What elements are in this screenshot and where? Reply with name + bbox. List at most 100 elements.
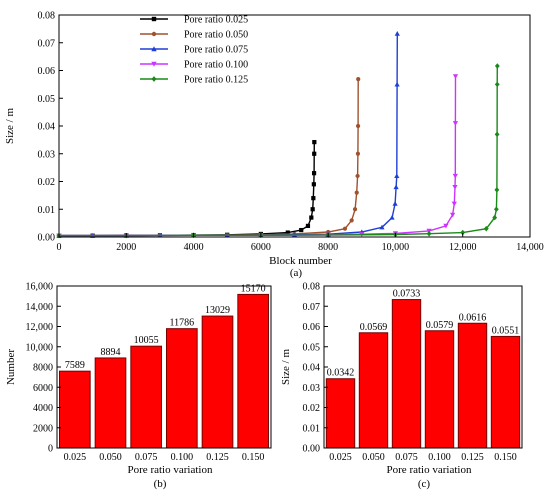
x-tick-label: 0.150: [242, 452, 265, 463]
data-point: [312, 151, 317, 156]
series-3: [56, 74, 459, 239]
bar-value-label: 8894: [101, 347, 121, 358]
data-point: [354, 190, 359, 195]
y-tick-label: 0.04: [303, 363, 321, 374]
y-axis-label: Size / m: [280, 349, 292, 385]
figure-label-b: (b): [154, 478, 167, 490]
data-point: [493, 206, 499, 213]
bar-value-label: 0.0733: [393, 289, 421, 300]
y-tick-label: 4000: [33, 403, 53, 414]
data-point: [452, 74, 459, 79]
figure-label-a: (a): [290, 267, 303, 279]
bar-value-label: 0.0569: [360, 322, 388, 333]
y-tick-label: 0.03: [303, 383, 321, 394]
x-axis-label: Pore ratio variation: [128, 464, 213, 476]
y-tick-label: 6000: [33, 383, 53, 394]
data-point: [349, 218, 354, 223]
x-tick-label: 0.075: [135, 452, 158, 463]
y-tick-label: 0.08: [303, 282, 321, 293]
chart-a: 0 2000 4000 6000 8000 10,000 12,000 14,000 0.00 0…: [4, 11, 544, 268]
y-tick-label: 12,000: [26, 322, 54, 333]
y-axis-label: Size / m: [4, 108, 16, 144]
y-tick-label: 0.07: [38, 38, 56, 49]
bar: [424, 330, 455, 449]
x-tick-label: 8000: [318, 242, 338, 253]
series-line: [59, 142, 315, 237]
data-point: [494, 187, 500, 193]
y-tick-label: 14,000: [26, 302, 54, 313]
y-tick-label: 0.06: [303, 322, 321, 333]
legend-label: Pore ratio 0.125: [184, 75, 248, 86]
data-point: [452, 173, 458, 179]
data-point: [352, 207, 358, 212]
x-axis-label: Pore ratio variation: [387, 464, 472, 476]
chart-b: 7589 0.025 8894 0.050 10055 0.075 11786 0.100 13…: [5, 282, 272, 476]
data-point: [394, 30, 400, 36]
x-axis-label: Block number: [269, 255, 332, 267]
data-point: [285, 230, 290, 235]
y-tick-label: 0.03: [38, 149, 56, 160]
legend-marker: [151, 61, 157, 67]
data-point: [392, 201, 398, 206]
x-tick-label: 14,000: [516, 242, 544, 253]
bar: [358, 332, 389, 449]
chart-c: 0.0342 0.025 0.0569 0.050 0.0733 0.075 0.0579 0…: [280, 282, 523, 476]
series-0: [56, 139, 317, 238]
bar-value-label: 0.0616: [459, 312, 487, 323]
y-tick-label: 0.01: [38, 205, 56, 216]
x-tick-label: 2000: [116, 242, 136, 253]
bar-value-label: 15170: [241, 283, 266, 294]
plot-frame: [58, 14, 531, 238]
data-point: [311, 182, 316, 187]
y-tick-label: 10,000: [26, 342, 54, 353]
x-tick-label: 12,000: [449, 242, 477, 253]
legend-label: Pore ratio 0.050: [184, 30, 248, 41]
bar: [325, 378, 356, 449]
data-point: [379, 224, 385, 230]
legend-label: Pore ratio 0.025: [184, 15, 248, 26]
data-point: [394, 81, 400, 87]
series-4: [56, 63, 500, 239]
data-point: [494, 131, 500, 138]
data-point: [494, 63, 500, 69]
data-point: [494, 81, 500, 88]
bar: [201, 315, 234, 449]
y-tick-label: 0.04: [38, 122, 56, 133]
data-point: [342, 226, 348, 231]
data-point: [299, 227, 304, 233]
bar-value-label: 10055: [134, 335, 159, 346]
data-point: [312, 139, 317, 145]
bar: [130, 345, 163, 449]
bar-value-label: 0.0579: [426, 320, 454, 331]
bar: [457, 322, 488, 449]
data-point: [355, 151, 361, 156]
y-tick-label: 0.02: [38, 177, 56, 188]
x-tick-label: 0.150: [494, 452, 517, 463]
y-tick-label: 0.00: [303, 444, 321, 455]
data-point: [443, 223, 449, 229]
data-point: [389, 214, 395, 220]
legend-marker: [151, 16, 157, 22]
bar: [58, 370, 91, 449]
series-line: [59, 76, 457, 237]
x-tick-label: 0: [57, 242, 62, 253]
x-tick-label: 10,000: [382, 242, 410, 253]
data-point: [355, 173, 360, 179]
x-tick-label: 0.075: [395, 452, 418, 463]
y-tick-label: 0.06: [38, 66, 56, 77]
data-point: [452, 184, 458, 190]
data-point: [355, 123, 361, 129]
data-point: [309, 215, 314, 220]
legend-marker: [151, 46, 157, 52]
legend-label: Pore ratio 0.075: [184, 45, 248, 56]
x-tick-label: 0.100: [428, 452, 451, 463]
x-tick-label: 0.050: [99, 452, 122, 463]
series-line: [59, 79, 359, 237]
bar: [165, 328, 198, 449]
bar: [490, 335, 521, 449]
x-tick-label: 0.025: [64, 452, 87, 463]
y-tick-label: 2000: [33, 423, 53, 434]
x-tick-label: 0.050: [362, 452, 385, 463]
legend: Pore ratio 0.025 Pore ratio 0.050 Pore rat…: [140, 15, 248, 86]
